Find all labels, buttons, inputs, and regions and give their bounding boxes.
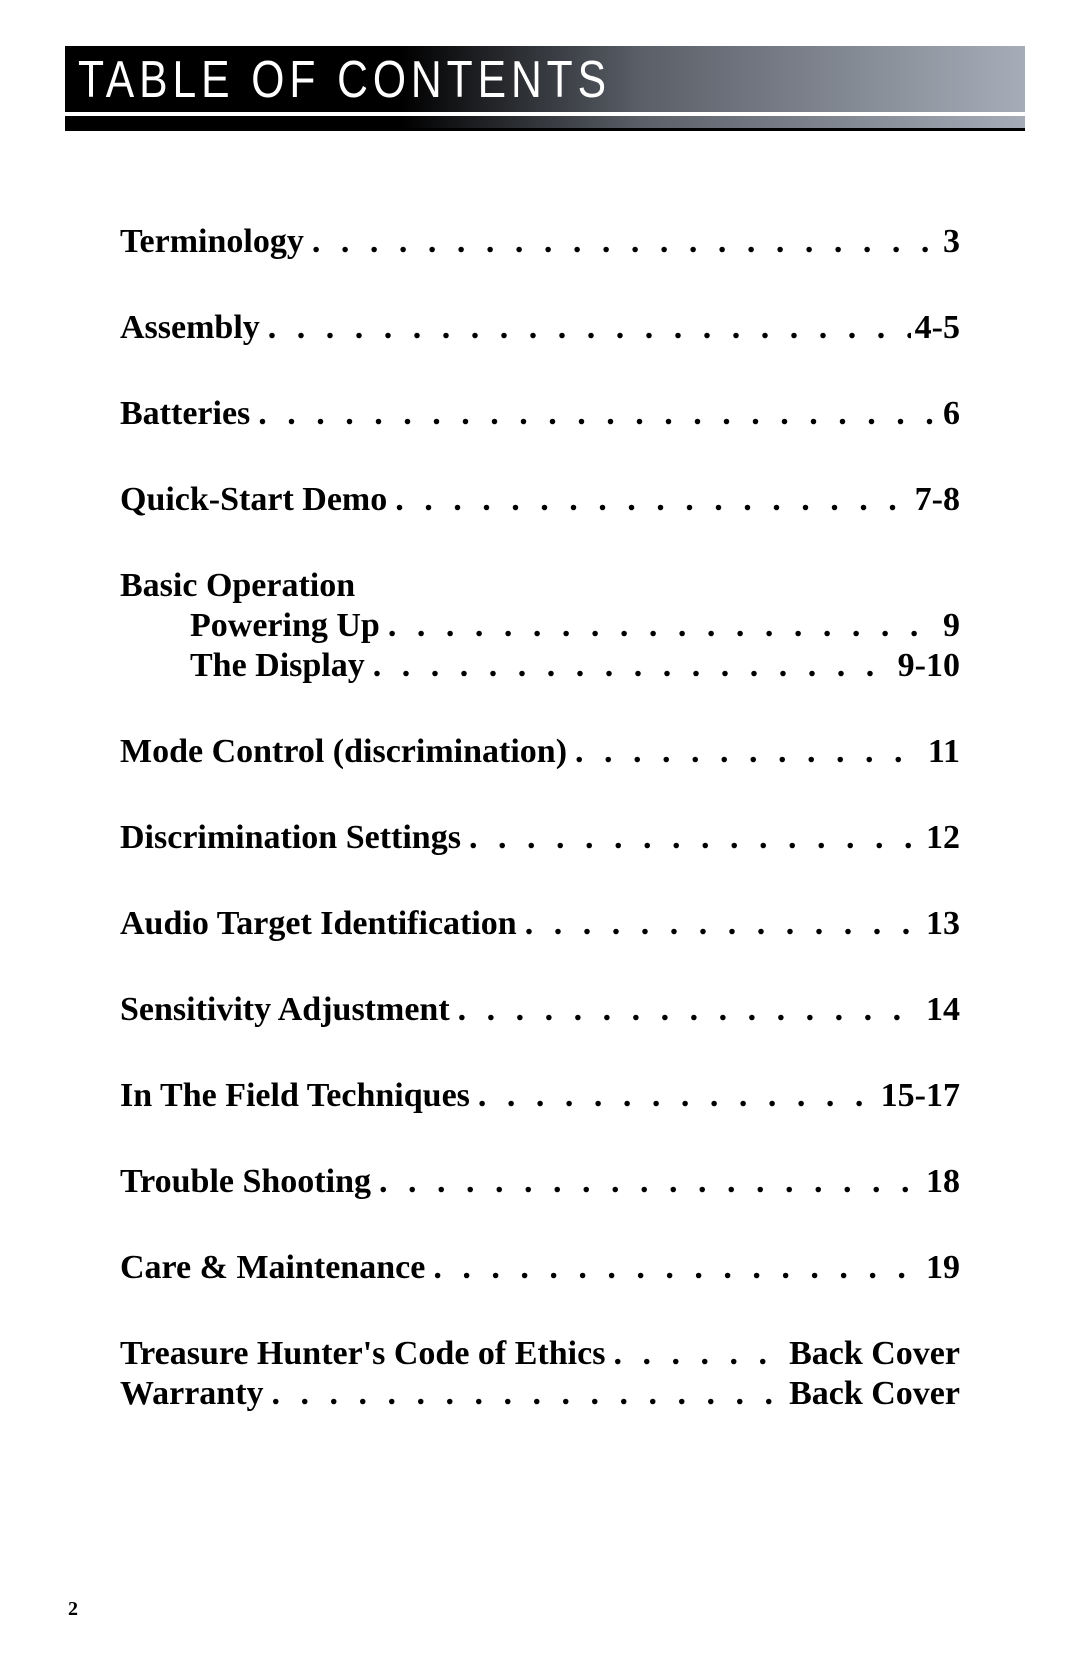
toc-leader-dots: [272, 1377, 786, 1411]
toc-label: Basic Operation: [120, 569, 355, 603]
toc-entry-assembly: Assembly 4-5: [120, 311, 960, 345]
toc-leader-dots: [613, 1337, 785, 1371]
toc-page: 3: [939, 225, 960, 259]
toc-entry-the-display: The Display 9-10: [120, 649, 960, 683]
toc-label: Quick-Start Demo: [120, 483, 387, 517]
toc-page: 18: [922, 1165, 960, 1199]
toc-entry-code-of-ethics: Treasure Hunter's Code of Ethics Back Co…: [120, 1337, 960, 1371]
toc-leader-dots: [469, 821, 922, 855]
toc-page: 6: [939, 397, 960, 431]
toc-leader-dots: [395, 483, 910, 517]
toc-leader-dots: [268, 311, 911, 345]
toc-entry-quick-start-demo: Quick-Start Demo 7-8: [120, 483, 960, 517]
toc-page: 9: [939, 609, 960, 643]
header-underline: [65, 112, 1025, 116]
toc-leader-dots: [525, 907, 922, 941]
toc-label: Trouble Shooting: [120, 1165, 371, 1199]
toc-entry-sensitivity-adjustment: Sensitivity Adjustment 14: [120, 993, 960, 1027]
toc-page: Back Cover: [785, 1377, 960, 1411]
toc-label: Warranty: [120, 1377, 264, 1411]
toc-entry-mode-control: Mode Control (discrimination) 11: [120, 735, 960, 769]
toc-leader-dots: [258, 397, 939, 431]
page-number: 2: [68, 1598, 78, 1621]
toc-page: 14: [922, 993, 960, 1027]
toc-leader-dots: [373, 649, 894, 683]
toc-page: 9-10: [894, 649, 960, 683]
toc-label: In The Field Techniques: [120, 1079, 470, 1113]
toc-leader-dots: [312, 225, 939, 259]
toc-entry-care-maintenance: Care & Maintenance 19: [120, 1251, 960, 1285]
header-rule: [65, 128, 1025, 131]
toc: Terminology 3 Assembly 4-5 Batteries 6 Q…: [120, 225, 960, 1463]
toc-label: Batteries: [120, 397, 250, 431]
toc-leader-dots: [379, 1165, 922, 1199]
toc-entry-in-field-techniques: In The Field Techniques 15-17: [120, 1079, 960, 1113]
toc-label: Discrimination Settings: [120, 821, 461, 855]
toc-entry-trouble-shooting: Trouble Shooting 18: [120, 1165, 960, 1199]
toc-entry-powering-up: Powering Up 9: [120, 609, 960, 643]
toc-leader-dots: [575, 735, 924, 769]
toc-page: 7-8: [911, 483, 960, 517]
toc-label: Terminology: [120, 225, 304, 259]
toc-label: The Display: [190, 649, 365, 683]
toc-page: 11: [924, 735, 960, 769]
toc-entry-audio-target-id: Audio Target Identification 13: [120, 907, 960, 941]
toc-entry-terminology: Terminology 3: [120, 225, 960, 259]
header-title: TABLE OF CONTENTS: [78, 50, 611, 110]
toc-leader-dots: [478, 1079, 877, 1113]
toc-label: Care & Maintenance: [120, 1251, 425, 1285]
page: TABLE OF CONTENTS Terminology 3 Assembly…: [0, 0, 1080, 1669]
toc-label: Sensitivity Adjustment: [120, 993, 450, 1027]
toc-page: 12: [922, 821, 960, 855]
toc-label: Audio Target Identification: [120, 907, 517, 941]
toc-page: 13: [922, 907, 960, 941]
toc-label: Assembly: [120, 311, 260, 345]
toc-label: Powering Up: [190, 609, 380, 643]
toc-leader-dots: [458, 993, 922, 1027]
toc-entry-batteries: Batteries 6: [120, 397, 960, 431]
toc-page: 15-17: [877, 1079, 960, 1113]
toc-section-basic-operation: Basic Operation: [120, 569, 960, 603]
toc-entry-warranty: Warranty Back Cover: [120, 1377, 960, 1411]
toc-page: 19: [922, 1251, 960, 1285]
toc-entry-discrimination-settings: Discrimination Settings 12: [120, 821, 960, 855]
toc-label: Treasure Hunter's Code of Ethics: [120, 1337, 605, 1371]
toc-page: Back Cover: [785, 1337, 960, 1371]
toc-leader-dots: [388, 609, 939, 643]
toc-page: 4-5: [911, 311, 960, 345]
toc-label: Mode Control (discrimination): [120, 735, 567, 769]
toc-leader-dots: [433, 1251, 922, 1285]
